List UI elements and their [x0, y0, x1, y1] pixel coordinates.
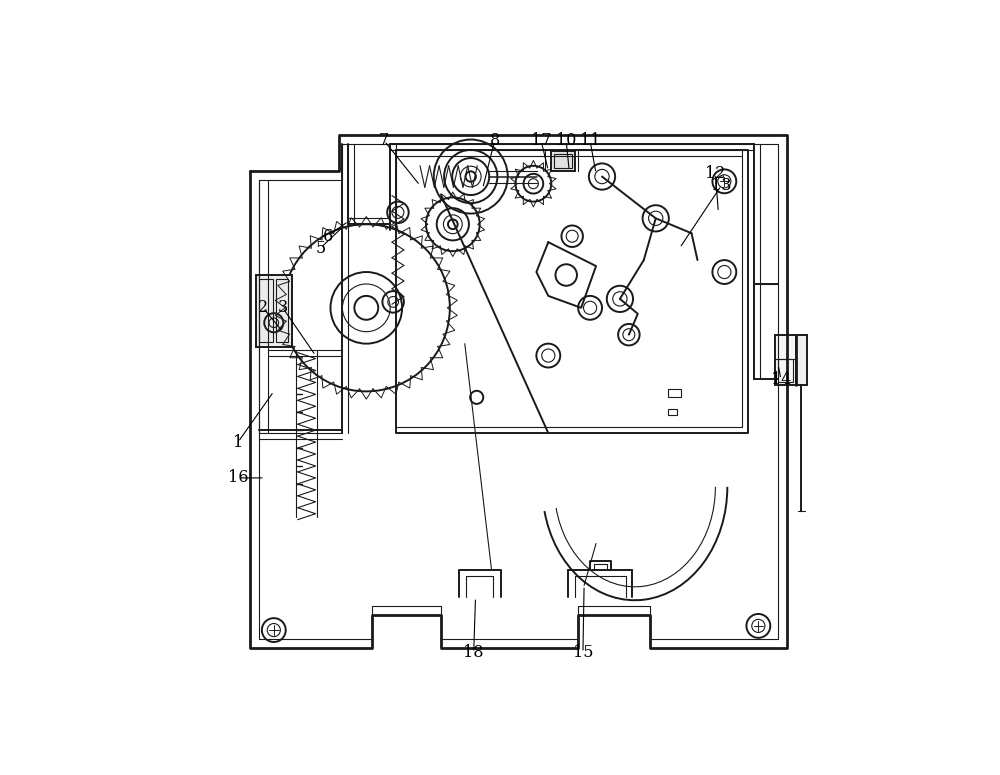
Text: 12: 12	[705, 165, 726, 182]
Text: 17: 17	[531, 133, 551, 150]
Text: 2: 2	[258, 299, 268, 316]
Bar	[554, 154, 572, 168]
Bar	[668, 389, 681, 398]
Text: 13: 13	[711, 177, 732, 194]
Text: 8: 8	[489, 133, 500, 150]
Text: 5: 5	[315, 239, 325, 257]
Bar	[256, 275, 292, 346]
Text: 18: 18	[463, 644, 484, 661]
Text: 6: 6	[322, 228, 333, 245]
Text: 15: 15	[573, 644, 593, 661]
Text: 10: 10	[556, 133, 576, 150]
Bar	[276, 279, 288, 343]
Text: 1: 1	[233, 433, 243, 450]
Text: 11: 11	[580, 133, 600, 150]
Bar	[551, 151, 575, 170]
Bar	[796, 335, 807, 385]
Bar	[259, 279, 273, 343]
Bar	[778, 359, 793, 382]
Text: 7: 7	[379, 133, 389, 150]
Text: 16: 16	[228, 470, 248, 487]
Bar	[668, 408, 677, 415]
Bar	[775, 335, 796, 385]
Text: 3: 3	[278, 299, 288, 316]
Text: 14: 14	[771, 371, 791, 388]
